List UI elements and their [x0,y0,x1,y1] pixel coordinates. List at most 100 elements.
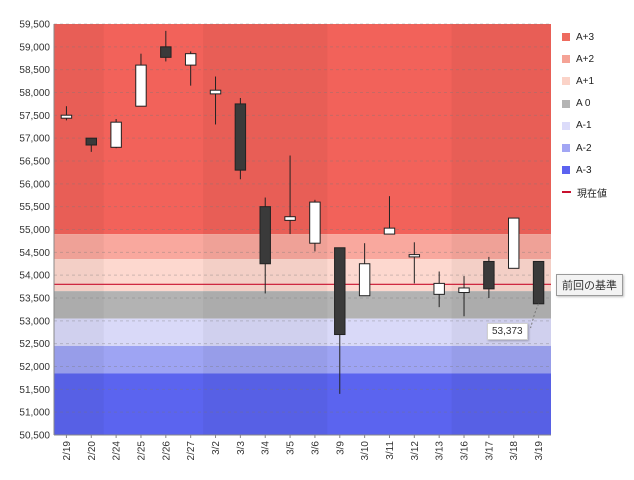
leader-line [530,303,540,329]
candle [309,199,321,252]
x-tick-label: 3/10 [360,441,371,461]
candle-body [209,89,222,95]
candle-body [408,254,421,258]
x-tick-label: 2/26 [161,441,172,461]
x-tick-label: 3/12 [410,441,421,461]
candle-body [135,64,147,107]
legend-swatch [562,99,570,108]
y-tick-label: 54,000 [19,271,50,282]
y-tick-label: 56,500 [19,157,50,168]
legend-label: A+2 [576,53,595,65]
legend-item: A-1 [562,115,632,137]
legend-item: A-3 [562,159,632,181]
candle [160,30,172,62]
candle-body [110,121,122,148]
candle-body [259,206,271,265]
legend-swatch [562,55,570,64]
y-tick-label: 51,000 [19,408,50,419]
legend-item: A 0 [562,93,632,115]
legend-label: A+3 [576,31,595,43]
legend-label: A-1 [576,120,592,132]
x-tick-label: 3/16 [460,441,471,461]
y-tick-label: 50,500 [19,431,50,442]
x-tick-label: 2/20 [87,441,98,461]
legend-item: A-2 [562,137,632,159]
x-tick-label: 2/25 [136,441,147,461]
candle [184,51,197,86]
candle-body [334,247,346,336]
candle [209,76,222,125]
legend: A+3 A+2 A+1 A 0 A-1 A-2 A-3 現在値 [562,26,632,204]
zone-bands [54,24,551,435]
candle-body [234,103,247,171]
y-tick-label: 52,500 [19,339,50,350]
legend-item: A+2 [562,48,632,70]
x-tick-label: 2/27 [186,441,197,461]
legend-swatch [562,33,570,42]
candle [508,217,520,269]
candle [135,53,147,107]
x-tick-labels: 2/19 2/20 2/24 2/25 2/26 2/27 3/2 3/3 3/4 3/5 3/6 3… [62,435,545,460]
band-a+2 [54,234,551,260]
candle-body [358,263,371,297]
legend-label: 現在値 [577,188,607,200]
y-tick-label: 57,500 [19,111,50,122]
candle-body [433,282,445,295]
y-tick-label: 56,000 [19,179,50,190]
y-tick-label: 59,000 [19,42,50,53]
candle-body [383,227,396,235]
y-tick-label: 53,000 [19,316,50,327]
x-tick-label: 3/3 [236,441,247,455]
candle [483,256,495,298]
week-stripe [54,24,104,435]
candle-body [309,201,321,244]
reference-label: 前回の基準 [556,274,623,296]
last-value-leader [530,303,540,329]
alternating-column-stripes [54,24,551,435]
legend-swatch [562,166,570,175]
y-tick-label: 52,000 [19,362,50,373]
x-tick-label: 3/6 [310,441,321,455]
legend-item: A+1 [562,70,632,92]
x-tick-label: 3/5 [286,441,297,455]
candle-body [160,46,172,58]
legend-item: 現在値 [562,181,632,203]
legend-label: A-3 [576,164,592,176]
candle-body [184,53,197,66]
x-tick-label: 3/9 [335,441,346,455]
x-tick-label: 2/19 [62,441,73,461]
x-tick-label: 3/18 [509,441,520,461]
y-tick-label: 54,500 [19,248,50,259]
candle [532,260,545,305]
y-tick-label: 57,000 [19,134,50,145]
y-tick-label: 55,500 [19,202,50,213]
band-a+1 [54,259,551,292]
candle-body [532,260,545,305]
band-a-1 [54,318,551,346]
last-value-label: 53,373 [487,323,528,340]
candle-body [483,260,495,290]
legend-swatch [562,144,570,153]
legend-label: A+1 [576,75,595,87]
band-a0 [54,291,551,319]
legend-swatch [562,121,570,130]
legend-item: A+3 [562,26,632,48]
candle-body [284,216,296,221]
x-tick-label: 2/24 [112,441,123,461]
candle-body [60,114,73,119]
candle-body [458,287,470,294]
candle [408,242,421,284]
legend-label: A-2 [576,142,592,154]
axes [53,24,551,436]
x-tick-label: 3/17 [484,441,495,461]
y-tick-label: 53,500 [19,294,50,305]
legend-label: A 0 [576,98,591,110]
y-tick-label: 51,500 [19,385,50,396]
y-tick-label: 59,500 [19,20,50,31]
y-tick-label: 55,000 [19,225,50,236]
x-tick-label: 3/11 [385,441,396,460]
x-tick-label: 3/2 [211,441,222,455]
candle-body [508,217,520,269]
candle [234,97,247,180]
